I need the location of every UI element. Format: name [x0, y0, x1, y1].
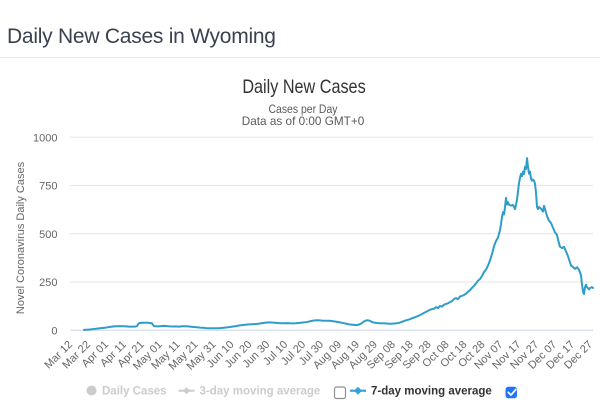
svg-text:250: 250: [39, 277, 57, 289]
svg-text:Novel Coronavirus Daily Cases: Novel Coronavirus Daily Cases: [15, 161, 27, 314]
svg-text:Daily New Cases: Daily New Cases: [242, 76, 365, 98]
svg-text:500: 500: [39, 229, 57, 241]
svg-text:0: 0: [51, 325, 57, 337]
svg-text:7-day moving average: 7-day moving average: [371, 386, 492, 398]
svg-text:3-day moving average: 3-day moving average: [200, 386, 321, 398]
svg-text:750: 750: [39, 181, 57, 193]
svg-text:Daily Cases: Daily Cases: [102, 386, 167, 398]
svg-text:1000: 1000: [33, 132, 57, 144]
svg-text:Data as of 0:00 GMT+0: Data as of 0:00 GMT+0: [242, 114, 365, 128]
svg-text:Cases per Day: Cases per Day: [269, 103, 338, 116]
